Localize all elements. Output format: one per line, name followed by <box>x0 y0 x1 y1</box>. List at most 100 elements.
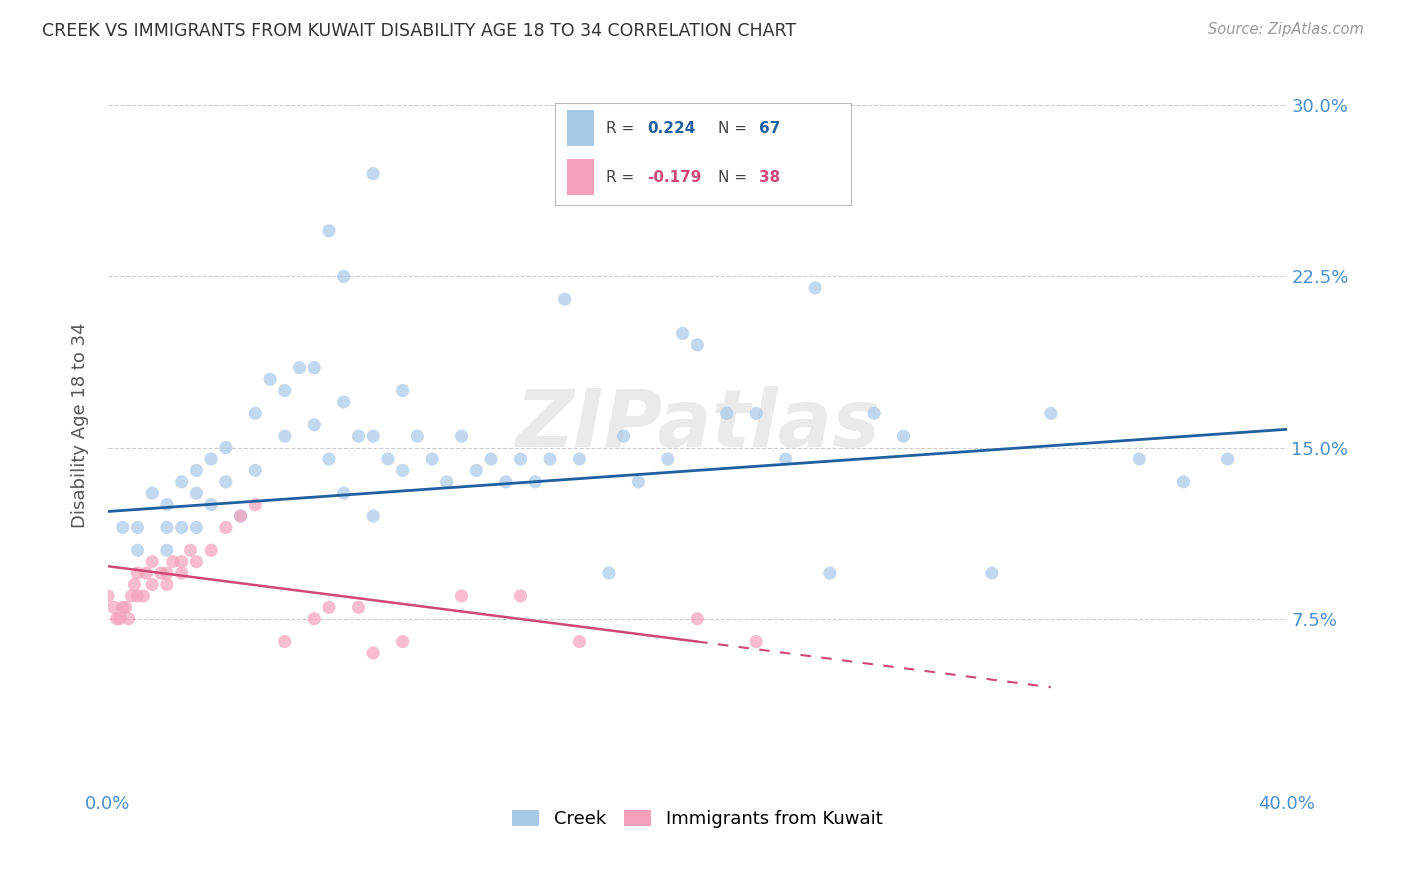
Point <box>332 269 354 284</box>
Point <box>200 452 222 467</box>
Point <box>127 543 149 558</box>
Point <box>259 372 281 386</box>
Point <box>465 463 488 477</box>
Point <box>627 475 650 489</box>
Text: N =: N = <box>718 120 752 136</box>
Point <box>818 566 841 580</box>
Point <box>318 600 340 615</box>
Point <box>200 498 222 512</box>
Point <box>103 600 125 615</box>
Point <box>274 634 297 648</box>
Point <box>981 566 1004 580</box>
Point <box>156 566 179 580</box>
Point <box>288 360 311 375</box>
Point <box>1173 475 1195 489</box>
Point <box>804 281 827 295</box>
Point <box>657 452 679 467</box>
Point <box>391 384 413 398</box>
Point <box>863 406 886 420</box>
Point <box>121 589 143 603</box>
Point <box>671 326 693 341</box>
Point <box>598 566 620 580</box>
Point <box>245 406 267 420</box>
Point <box>186 486 208 500</box>
Point <box>479 452 502 467</box>
Point <box>111 600 134 615</box>
Point <box>450 429 472 443</box>
Point <box>893 429 915 443</box>
Point <box>391 463 413 477</box>
Bar <box>567 110 593 145</box>
Point <box>141 486 163 500</box>
Point <box>135 566 157 580</box>
Point <box>1039 406 1062 420</box>
Point <box>1216 452 1239 467</box>
Point <box>215 441 238 455</box>
Point <box>245 498 267 512</box>
Point <box>170 566 193 580</box>
Point <box>361 167 384 181</box>
Point <box>170 520 193 534</box>
Point <box>613 429 636 443</box>
Point <box>332 486 354 500</box>
Point <box>156 577 179 591</box>
Point <box>215 520 238 534</box>
Point <box>686 612 709 626</box>
Point <box>114 600 136 615</box>
Point <box>304 612 326 626</box>
Point <box>170 555 193 569</box>
Point <box>420 452 443 467</box>
Point <box>229 509 252 524</box>
Point <box>436 475 458 489</box>
Point <box>775 452 797 467</box>
Text: 38: 38 <box>759 170 780 185</box>
Point <box>361 646 384 660</box>
Point <box>554 292 576 306</box>
Point <box>156 498 179 512</box>
Point <box>377 452 399 467</box>
Point <box>105 612 128 626</box>
Point <box>170 475 193 489</box>
Text: -0.179: -0.179 <box>647 170 702 185</box>
Text: ZIPatlas: ZIPatlas <box>515 385 880 464</box>
Point <box>686 338 709 352</box>
Bar <box>567 159 593 194</box>
Point <box>245 463 267 477</box>
Point <box>538 452 561 467</box>
Point <box>450 589 472 603</box>
Text: 0.224: 0.224 <box>647 120 696 136</box>
Point <box>568 634 591 648</box>
Text: 67: 67 <box>759 120 780 136</box>
Legend: Creek, Immigrants from Kuwait: Creek, Immigrants from Kuwait <box>505 803 890 836</box>
Point <box>1128 452 1150 467</box>
Point <box>186 463 208 477</box>
Point <box>127 589 149 603</box>
Point <box>274 429 297 443</box>
Point <box>391 634 413 648</box>
Point <box>347 429 370 443</box>
Point <box>509 452 531 467</box>
Point <box>568 452 591 467</box>
Point <box>150 566 173 580</box>
Point <box>716 406 738 420</box>
Point <box>186 555 208 569</box>
Point <box>117 612 139 626</box>
Point <box>318 224 340 238</box>
Point <box>274 384 297 398</box>
Point <box>509 589 531 603</box>
Point <box>111 520 134 534</box>
Point <box>361 429 384 443</box>
Point <box>524 475 547 489</box>
Point <box>162 555 184 569</box>
Point <box>495 475 517 489</box>
Point <box>745 406 768 420</box>
Point <box>108 612 131 626</box>
Point <box>186 520 208 534</box>
Point <box>318 452 340 467</box>
Point <box>127 566 149 580</box>
Y-axis label: Disability Age 18 to 34: Disability Age 18 to 34 <box>72 322 89 527</box>
Text: Source: ZipAtlas.com: Source: ZipAtlas.com <box>1208 22 1364 37</box>
Point <box>156 543 179 558</box>
Point <box>124 577 146 591</box>
Point <box>304 417 326 432</box>
